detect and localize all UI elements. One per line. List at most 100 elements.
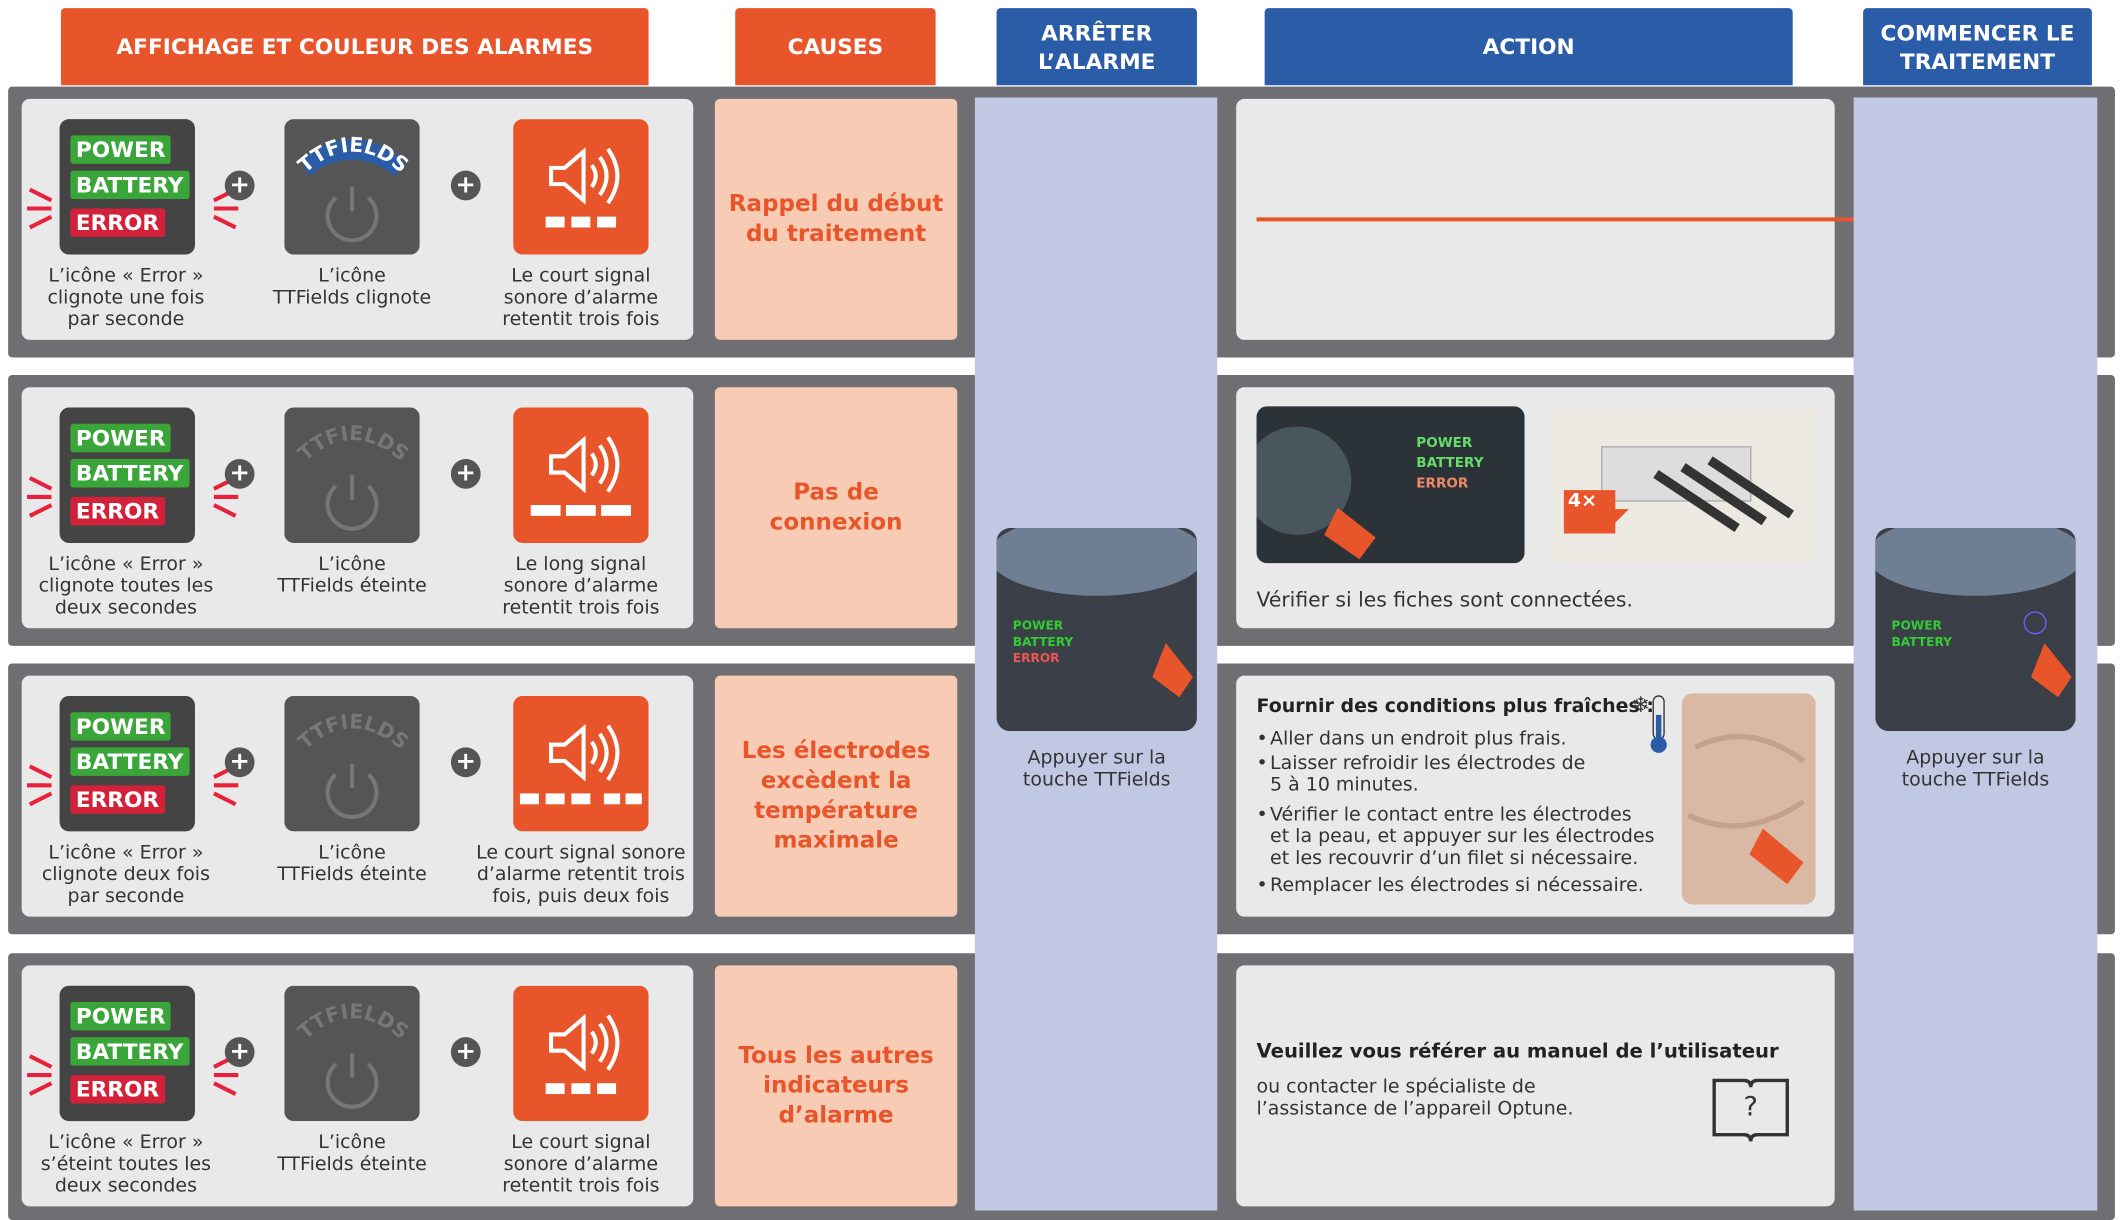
- badge: 4×: [1567, 490, 1598, 512]
- svg-text:?: ?: [1744, 1092, 1758, 1123]
- header: COMMENCER LE TRAITEMENT: [1863, 8, 2092, 86]
- display-panel: POWER BATTERY ERROR + TTFIELDS + L’icône…: [21, 675, 694, 917]
- caption: L’icône TTFields éteinte: [277, 1131, 427, 1176]
- cause: Pas de connexion: [714, 387, 958, 629]
- header: AFFICHAGE ET COULEUR DES ALARMES: [60, 8, 649, 86]
- caption: Le long signal sonore d’alarme retentit …: [502, 553, 660, 619]
- header: ACTION: [1264, 8, 1793, 86]
- action-panel: [1236, 965, 1835, 1207]
- action-title: Fournir des conditions plus fraîches :: [1256, 695, 1654, 718]
- plus: +: [450, 1037, 481, 1067]
- ttfields-icon: TTFIELDS: [284, 407, 420, 543]
- ttfields-icon: TTFIELDS: [284, 119, 420, 255]
- caption: L’icône « Error » clignote deux fois par…: [41, 842, 210, 908]
- ttfields-icon: TTFIELDS: [284, 985, 420, 1122]
- caption: L’icône « Error » s’éteint toutes les de…: [40, 1131, 212, 1197]
- error-label: ERROR: [70, 208, 165, 237]
- caption: Le court signal sonore d’alarme retentit…: [502, 265, 660, 331]
- status-panel: POWER BATTERY ERROR: [59, 695, 195, 832]
- device-image: POWER BATTERY: [1875, 528, 2076, 732]
- error-label: ERROR: [70, 1075, 165, 1104]
- battery-label: BATTERY: [70, 1037, 189, 1066]
- thermometer-icon: ❄: [1632, 693, 1667, 753]
- error-label: ERROR: [70, 496, 165, 526]
- caption: L’icône « Error » clignote toutes les de…: [38, 553, 214, 619]
- header: ARRÊTER L’ALARME: [996, 8, 1197, 86]
- plus: +: [450, 170, 481, 201]
- caption: Le court signal sonore d’alarme retentit…: [502, 1131, 660, 1197]
- plus: +: [224, 170, 255, 201]
- blink-marks: [27, 476, 239, 518]
- photo-connectors: [1547, 406, 1816, 564]
- status-panel: POWER BATTERY ERROR: [59, 985, 195, 1122]
- svg-text:BATTERY: BATTERY: [1892, 635, 1953, 649]
- list-text: Aller dans un endroit plus frais.: [1270, 728, 1567, 751]
- svg-text:ERROR: ERROR: [1013, 651, 1060, 665]
- bullet: •: [1256, 804, 1268, 826]
- blink-marks: [27, 764, 239, 807]
- sound-icon: [513, 985, 649, 1122]
- svg-text:ERROR: ERROR: [1416, 475, 1469, 491]
- bullet: •: [1256, 728, 1268, 751]
- caption: L’icône « Error » clignote une fois par …: [47, 265, 205, 331]
- power-label: POWER: [70, 135, 171, 164]
- plus: +: [450, 747, 481, 778]
- blink-marks: [27, 1054, 239, 1096]
- device-image: POWER BATTERY ERROR: [996, 528, 1197, 732]
- status-panel: POWER BATTERY ERROR: [59, 119, 195, 255]
- svg-text:❄: ❄: [1632, 693, 1650, 718]
- photo-skin: [1681, 693, 1816, 905]
- list-item: • Aller dans un endroit plus frais.: [1257, 728, 1567, 750]
- start-column: POWER BATTERY Appuyer sur la touche TTFie…: [1853, 97, 2098, 1211]
- svg-text:POWER: POWER: [1013, 619, 1064, 633]
- list-text: Vérifier le contact entre les électrodes…: [1270, 804, 1655, 870]
- arrow: [1256, 208, 1904, 231]
- caption: L’icône TTFields éteinte: [277, 842, 427, 886]
- svg-text:BATTERY: BATTERY: [1416, 455, 1483, 471]
- plus: +: [224, 459, 255, 489]
- power-label: POWER: [70, 423, 171, 453]
- plus: +: [450, 459, 481, 489]
- blink-marks: [27, 187, 239, 230]
- cause: Rappel du début du traitement: [714, 98, 958, 340]
- caption: L’icône TTFields éteinte: [277, 553, 427, 598]
- battery-label: BATTERY: [70, 747, 189, 776]
- list-text: Remplacer les électrodes si nécessaire.: [1270, 874, 1644, 897]
- list-item: • Remplacer les électrodes si nécessaire.: [1257, 875, 1644, 897]
- bullet: •: [1256, 874, 1268, 897]
- battery-label: BATTERY: [70, 459, 189, 488]
- header: CAUSES: [735, 8, 936, 86]
- list-text: Laisser refroidir les électrodes de 5 à …: [1270, 752, 1586, 797]
- action-text: ou contacter le spécialiste de l’assista…: [1256, 1076, 1574, 1120]
- svg-text:POWER: POWER: [1892, 619, 1943, 633]
- caption: L’icône TTFields clignote: [272, 265, 432, 309]
- stop-column: POWER BATTERY ERROR Appuyer sur la touche …: [974, 97, 1218, 1211]
- sound-icon: [513, 407, 649, 543]
- battery-label: BATTERY: [70, 170, 189, 200]
- action-title: Veuillez vous référer au manuel de l’uti…: [1256, 1041, 1779, 1063]
- ttfields-icon: TTFIELDS: [284, 695, 420, 832]
- display-panel: POWER BATTERY ERROR + TTFIELDS + L’icône…: [21, 965, 694, 1207]
- caption: Le court signal sonore d’alarme retentit…: [476, 842, 686, 908]
- sound-icon: [513, 119, 649, 255]
- list-item: • Vérifier le contact entre les électrode…: [1257, 804, 1655, 869]
- power-label: POWER: [70, 712, 171, 741]
- svg-text:BATTERY: BATTERY: [1013, 635, 1074, 649]
- plus: +: [224, 747, 255, 778]
- svg-text:POWER: POWER: [1416, 435, 1473, 451]
- cause: Les électrodes excèdent la température m…: [714, 675, 958, 917]
- cause: Tous les autres indicateurs d’alarme: [714, 965, 958, 1207]
- action-text: Vérifier si les fiches sont connectées.: [1256, 587, 1633, 613]
- bullet: •: [1256, 752, 1268, 775]
- display-panel: POWER BATTERY ERROR + TTFIELDS + L’icône…: [21, 387, 694, 629]
- power-label: POWER: [70, 1001, 171, 1031]
- status-panel: POWER BATTERY ERROR: [59, 407, 195, 543]
- sound-icon: [513, 695, 649, 832]
- error-label: ERROR: [70, 785, 165, 814]
- caption: Appuyer sur la touche TTFields: [1901, 747, 2050, 791]
- manual-icon: ?: [1712, 1078, 1789, 1142]
- display-panel: POWER BATTERY ERROR + TTFIELDS + L’icône…: [21, 98, 694, 340]
